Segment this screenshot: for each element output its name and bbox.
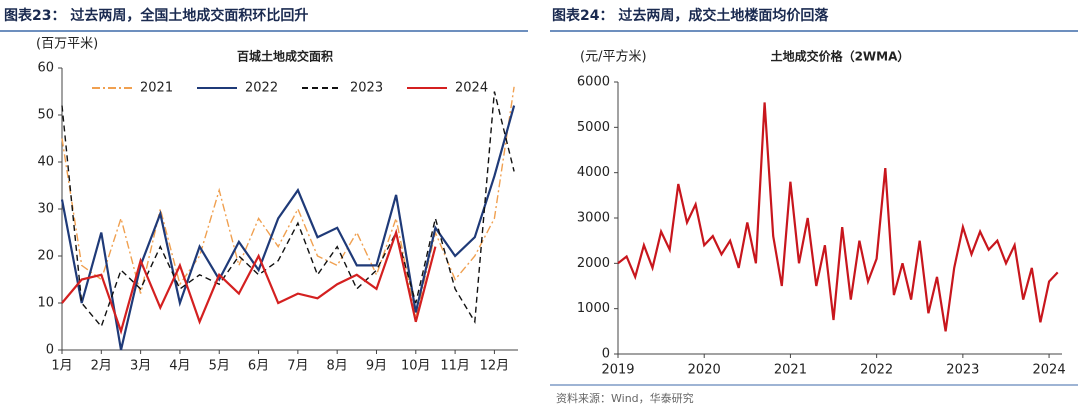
x-tick-label: 11月	[440, 359, 470, 374]
x-tick-label: 7月	[287, 359, 308, 374]
legend-label: 2021	[140, 81, 173, 96]
y-tick-label: 40	[37, 155, 54, 170]
x-tick-label: 2021	[774, 363, 807, 378]
x-tick-label: 2月	[91, 359, 112, 374]
source: 资料来源：Wind，华泰研究	[556, 391, 694, 405]
series-line	[61, 86, 515, 318]
x-tick-label: 6月	[248, 359, 269, 374]
y-tick-label: 6000	[577, 75, 610, 90]
y-tick-label: 0	[602, 347, 610, 362]
x-tick-label: 5月	[209, 359, 230, 374]
series-line	[61, 91, 515, 328]
x-tick-label: 2022	[860, 363, 893, 378]
legend-label: 2023	[350, 81, 383, 96]
y-tick-label: 50	[37, 108, 54, 123]
y-tick-label: 60	[37, 61, 54, 76]
x-tick-label: 2024	[1033, 363, 1066, 378]
series-line	[617, 102, 1059, 332]
y-tick-label: 2000	[577, 256, 610, 271]
x-tick-label: 10月	[401, 359, 431, 374]
legend-label: 2024	[455, 81, 488, 96]
y-tick-label: 30	[37, 202, 54, 217]
x-tick-label: 3月	[130, 359, 151, 374]
x-tick-label: 2019	[601, 363, 634, 378]
series-line	[60, 105, 516, 351]
y-tick-label: 0	[46, 343, 54, 358]
y-axis-label: (元/平方米)	[580, 49, 647, 65]
y-axis-label: (百万平米)	[36, 37, 98, 52]
x-tick-label: 8月	[327, 359, 348, 374]
x-tick-label: 2020	[688, 363, 721, 378]
x-tick-label: 12月	[480, 359, 510, 374]
chart-title: 百城土地成交面积	[237, 49, 333, 64]
x-tick-label: 9月	[366, 359, 387, 374]
y-tick-label: 3000	[577, 211, 610, 226]
caption: 图表23： 过去两周，全国土地成交面积环比回升	[4, 7, 308, 24]
y-tick-label: 20	[37, 249, 54, 264]
series-line	[61, 228, 437, 335]
x-tick-label: 1月	[51, 359, 72, 374]
caption: 图表24： 过去两周，成交土地楼面均价回落	[552, 7, 829, 24]
chart-title: 土地成交价格（2WMA）	[771, 49, 910, 64]
y-tick-label: 5000	[577, 120, 610, 135]
y-tick-label: 1000	[577, 301, 610, 316]
y-tick-label: 10	[37, 296, 54, 311]
y-tick-label: 4000	[577, 165, 610, 180]
legend-label: 2022	[245, 81, 278, 96]
x-tick-label: 4月	[169, 359, 190, 374]
x-tick-label: 2023	[946, 363, 979, 378]
